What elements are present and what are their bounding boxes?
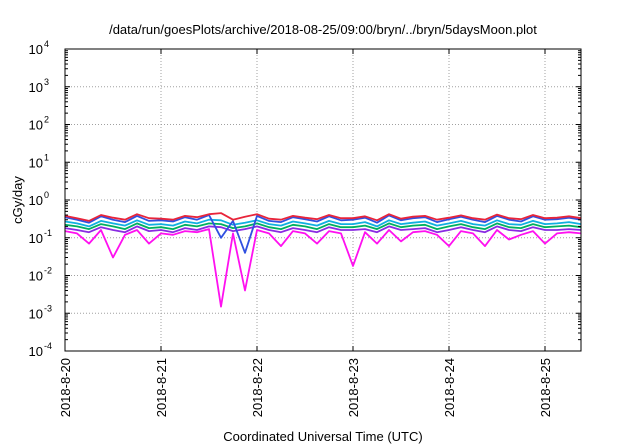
series-line-6	[64, 228, 582, 308]
y-tick-exponent: 1	[44, 152, 49, 162]
y-tick-exponent: 3	[44, 77, 49, 87]
y-tick-label: 10	[29, 231, 43, 246]
x-axis-label: Coordinated Universal Time (UTC)	[223, 429, 422, 444]
series-line-3	[64, 218, 582, 228]
x-tick-label: 2018-8-23	[346, 358, 361, 417]
series-line-4	[64, 222, 582, 231]
y-tick-exponent: -2	[44, 266, 52, 276]
x-tick-label: 2018-8-21	[154, 358, 169, 417]
y-tick-exponent: 0	[44, 190, 49, 200]
series-line-5	[64, 225, 582, 234]
y-tick-label: 10	[29, 155, 43, 170]
y-tick-label: 10	[29, 269, 43, 284]
y-tick-label: 10	[29, 118, 43, 133]
y-tick-label: 10	[29, 193, 43, 208]
y-tick-exponent: 2	[44, 115, 49, 125]
y-tick-label: 10	[29, 80, 43, 95]
series-layer	[64, 212, 582, 308]
x-tick-label: 2018-8-22	[250, 358, 265, 417]
y-tick-label: 10	[29, 42, 43, 57]
series-line-1	[64, 212, 582, 222]
grid-layer	[65, 49, 581, 351]
y-axis-label: cGy/day	[10, 176, 25, 224]
series-line-2	[64, 214, 582, 254]
y-tick-exponent: 4	[44, 39, 49, 49]
y-tick-exponent: -3	[44, 303, 52, 313]
y-tick-exponent: -4	[44, 341, 52, 351]
y-tick-exponent: -1	[44, 228, 52, 238]
y-tick-label: 10	[29, 344, 43, 359]
x-tick-label: 2018-8-20	[58, 358, 73, 417]
x-tick-label: 2018-8-24	[442, 358, 457, 417]
chart-title: /data/run/goesPlots/archive/2018-08-25/0…	[109, 22, 537, 37]
y-tick-label: 10	[29, 306, 43, 321]
x-axis-ticks: 2018-8-20 2018-8-21 2018-8-22 2018-8-23 2018…	[58, 49, 553, 417]
x-tick-label: 2018-8-25	[538, 358, 553, 417]
